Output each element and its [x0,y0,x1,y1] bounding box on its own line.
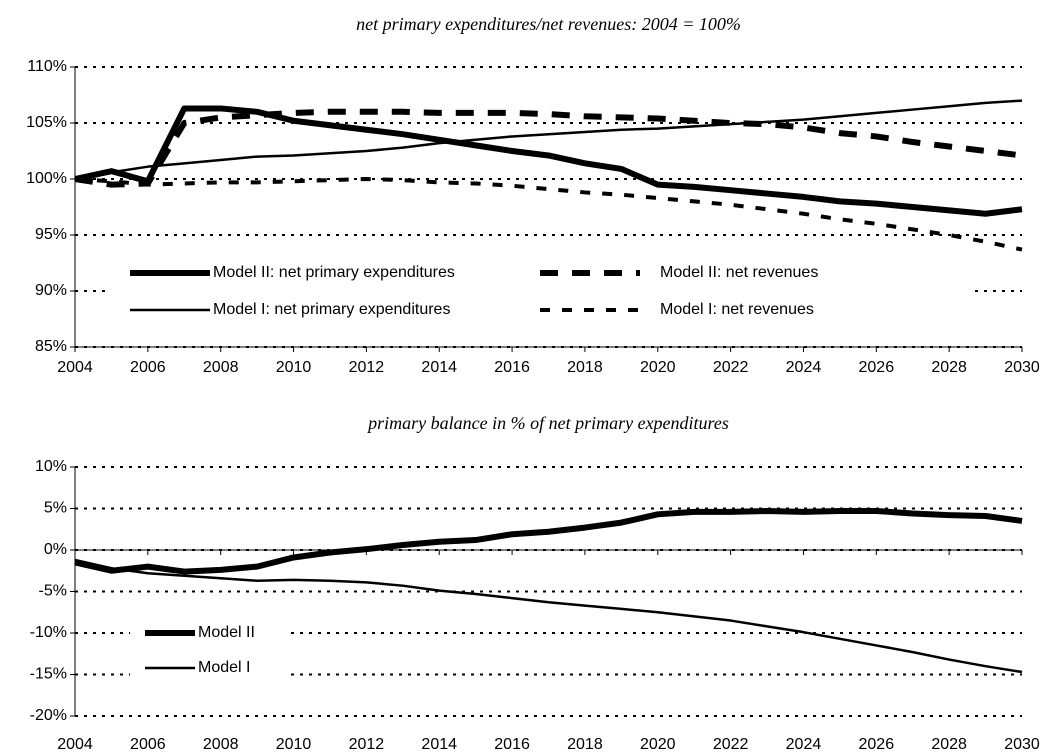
x-tick-label: 2026 [859,736,895,753]
x-tick-label: 2030 [1004,736,1040,753]
series-line [74,108,1023,188]
y-tick-label: -20% [30,707,67,724]
legend-label: Model II: net primary expenditures [213,264,455,281]
x-tick-label: 2018 [567,359,603,376]
y-tick-label: 10% [35,458,67,475]
y-tick-label: 110% [27,58,67,75]
series-line [74,507,1023,575]
x-tick-label: 2010 [276,359,312,376]
y-tick-label: 90% [35,282,67,299]
y-tick-label: 95% [35,226,67,243]
chart-title: primary balance in % of net primary expe… [366,413,729,433]
x-tick-label: 2020 [640,359,676,376]
x-tick-label: 2012 [349,736,385,753]
legend-box [105,256,975,328]
legend-box [130,616,285,684]
series-line [74,177,1023,252]
legend-label: Model I: net revenues [660,301,814,318]
x-tick-label: 2008 [203,359,239,376]
x-tick-label: 2004 [57,359,93,376]
series-line [74,99,1023,181]
y-tick-label: 100% [26,170,67,187]
y-tick-label: 0% [44,541,67,558]
x-tick-label: 2028 [931,359,967,376]
series-line [74,105,1023,217]
x-tick-label: 2018 [567,736,603,753]
chart-title: net primary expenditures/net revenues: 2… [356,14,741,34]
x-tick-label: 2022 [713,736,749,753]
y-tick-label: 85% [35,338,67,355]
x-tick-label: 2030 [1004,359,1040,376]
x-tick-label: 2024 [786,736,822,753]
x-tick-label: 2014 [421,359,457,376]
x-tick-label: 2012 [349,359,385,376]
y-tick-label: 5% [44,500,67,517]
y-tick-label: -15% [30,666,67,683]
x-tick-label: 2016 [494,736,530,753]
legend-label: Model I: net primary expenditures [213,301,450,318]
x-tick-label: 2016 [494,359,530,376]
x-tick-label: 2004 [57,736,93,753]
x-tick-label: 2028 [931,736,967,753]
x-tick-label: 2026 [859,359,895,376]
x-tick-label: 2014 [421,736,457,753]
series-line [74,558,1023,674]
x-tick-label: 2024 [786,359,822,376]
y-tick-label: -5% [39,583,67,600]
legend-label: Model I [198,659,250,676]
x-tick-label: 2008 [203,736,239,753]
x-tick-label: 2006 [130,359,166,376]
x-tick-label: 2006 [130,736,166,753]
x-tick-label: 2020 [640,736,676,753]
y-tick-label: 105% [26,114,67,131]
legend-label: Model II [198,624,255,641]
y-tick-label: -10% [30,624,67,641]
x-tick-label: 2010 [276,736,312,753]
x-tick-label: 2022 [713,359,749,376]
legend-label: Model II: net revenues [660,264,818,281]
